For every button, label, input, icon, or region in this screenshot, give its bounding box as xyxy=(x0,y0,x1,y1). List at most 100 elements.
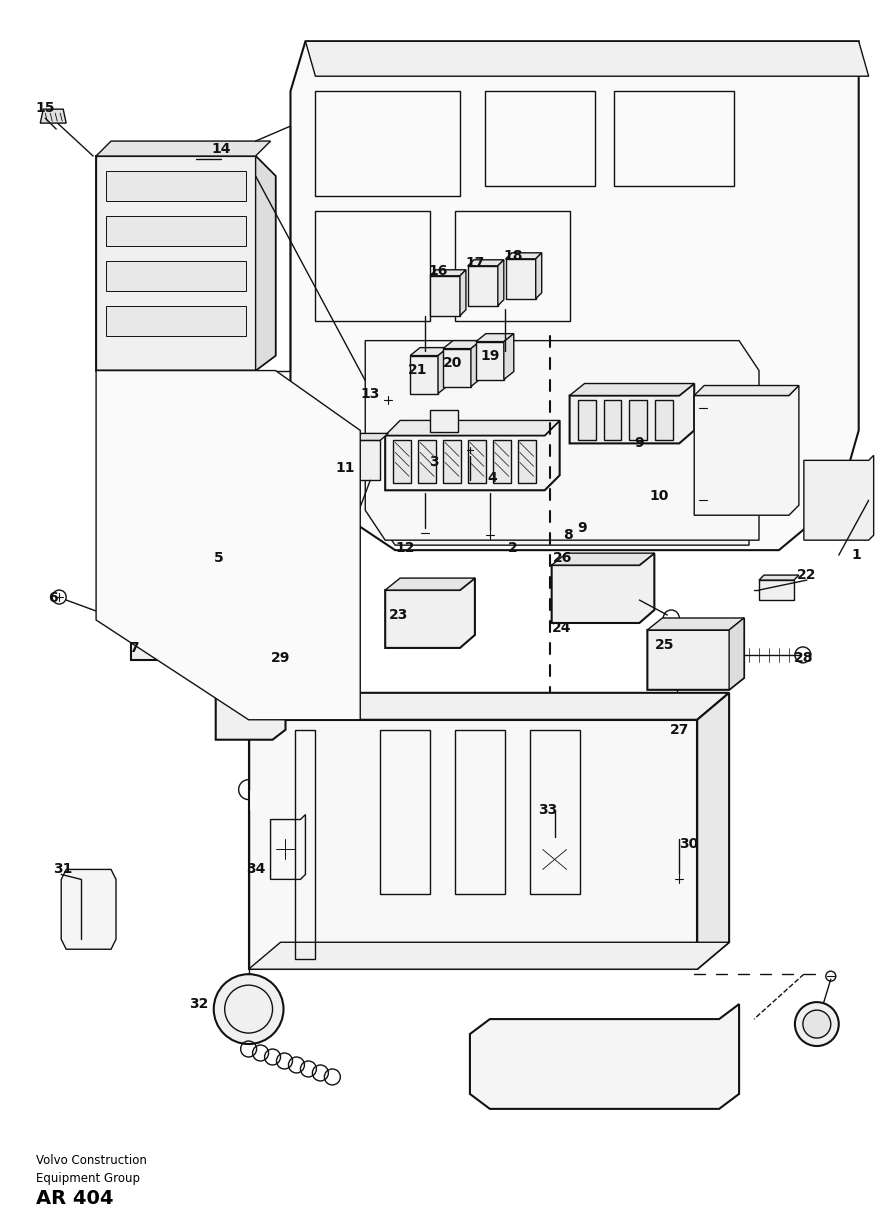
Polygon shape xyxy=(443,440,461,483)
Bar xyxy=(210,340,222,360)
Polygon shape xyxy=(578,401,595,440)
Circle shape xyxy=(846,488,852,494)
Bar xyxy=(525,291,530,296)
Bar xyxy=(173,617,185,627)
Polygon shape xyxy=(370,371,749,546)
Polygon shape xyxy=(443,349,471,386)
Text: 12: 12 xyxy=(395,541,415,556)
Polygon shape xyxy=(697,693,729,970)
Bar xyxy=(190,643,202,653)
Polygon shape xyxy=(552,553,654,565)
Circle shape xyxy=(803,1010,830,1039)
Text: Volvo Construction: Volvo Construction xyxy=(36,1154,147,1166)
Polygon shape xyxy=(493,440,511,483)
Polygon shape xyxy=(647,618,744,689)
Polygon shape xyxy=(629,401,647,440)
Circle shape xyxy=(298,922,343,966)
Circle shape xyxy=(533,837,577,881)
Polygon shape xyxy=(106,171,246,200)
Bar xyxy=(156,643,168,653)
Text: 9: 9 xyxy=(577,521,587,535)
Polygon shape xyxy=(255,156,276,371)
Circle shape xyxy=(731,471,737,477)
Circle shape xyxy=(214,975,284,1043)
Polygon shape xyxy=(518,440,536,483)
Text: 26: 26 xyxy=(553,551,572,565)
Polygon shape xyxy=(438,348,448,393)
Bar xyxy=(459,376,467,383)
Circle shape xyxy=(821,488,828,494)
Polygon shape xyxy=(476,333,514,342)
Text: 22: 22 xyxy=(797,568,817,583)
Polygon shape xyxy=(385,578,475,648)
Polygon shape xyxy=(40,109,66,123)
Polygon shape xyxy=(804,456,874,541)
Text: 19: 19 xyxy=(481,349,499,363)
Polygon shape xyxy=(106,261,246,291)
Text: 25: 25 xyxy=(654,638,674,651)
Circle shape xyxy=(821,503,828,509)
Circle shape xyxy=(827,508,833,514)
Polygon shape xyxy=(498,259,504,306)
Bar xyxy=(159,340,171,360)
Polygon shape xyxy=(468,265,498,306)
Polygon shape xyxy=(430,270,466,275)
Polygon shape xyxy=(729,618,744,689)
Polygon shape xyxy=(443,340,481,349)
Text: 14: 14 xyxy=(211,143,231,156)
Bar xyxy=(441,307,446,312)
Text: 1: 1 xyxy=(852,548,862,562)
Bar xyxy=(479,297,484,302)
Polygon shape xyxy=(215,603,222,660)
Polygon shape xyxy=(106,306,246,336)
Polygon shape xyxy=(570,383,694,444)
Text: 5: 5 xyxy=(214,551,223,565)
Text: 34: 34 xyxy=(246,863,265,876)
Bar xyxy=(139,617,151,627)
Text: 24: 24 xyxy=(552,621,571,635)
Text: 30: 30 xyxy=(680,837,699,852)
Text: AR 404: AR 404 xyxy=(36,1188,114,1208)
Bar xyxy=(447,376,455,383)
Circle shape xyxy=(724,462,730,468)
Bar xyxy=(173,630,185,640)
Bar xyxy=(142,340,154,360)
Bar xyxy=(125,340,137,360)
Polygon shape xyxy=(506,253,542,259)
Polygon shape xyxy=(603,401,621,440)
Circle shape xyxy=(753,457,759,463)
Text: 33: 33 xyxy=(538,803,557,816)
Bar xyxy=(414,383,422,391)
Polygon shape xyxy=(385,420,560,435)
Polygon shape xyxy=(96,156,276,371)
Circle shape xyxy=(827,483,833,489)
Polygon shape xyxy=(759,580,794,600)
Circle shape xyxy=(709,429,773,493)
Circle shape xyxy=(834,509,840,515)
Text: 21: 21 xyxy=(409,363,428,376)
Text: 6: 6 xyxy=(48,591,58,605)
Bar xyxy=(190,617,202,627)
Polygon shape xyxy=(504,333,514,380)
Polygon shape xyxy=(536,253,542,299)
Bar xyxy=(426,383,434,391)
Text: 31: 31 xyxy=(53,863,73,876)
Polygon shape xyxy=(647,618,744,630)
Circle shape xyxy=(841,483,846,489)
Circle shape xyxy=(820,495,826,501)
Bar xyxy=(471,297,476,302)
Circle shape xyxy=(749,447,756,454)
Polygon shape xyxy=(365,340,759,541)
Bar xyxy=(449,307,454,312)
Text: 23: 23 xyxy=(388,608,408,622)
Text: 32: 32 xyxy=(189,997,208,1011)
Polygon shape xyxy=(215,660,286,740)
Bar xyxy=(176,340,188,360)
Polygon shape xyxy=(385,578,475,590)
Text: 13: 13 xyxy=(360,386,380,401)
Circle shape xyxy=(583,922,627,966)
Polygon shape xyxy=(655,401,674,440)
Bar xyxy=(487,297,492,302)
Bar xyxy=(173,643,185,653)
Bar xyxy=(156,617,168,627)
